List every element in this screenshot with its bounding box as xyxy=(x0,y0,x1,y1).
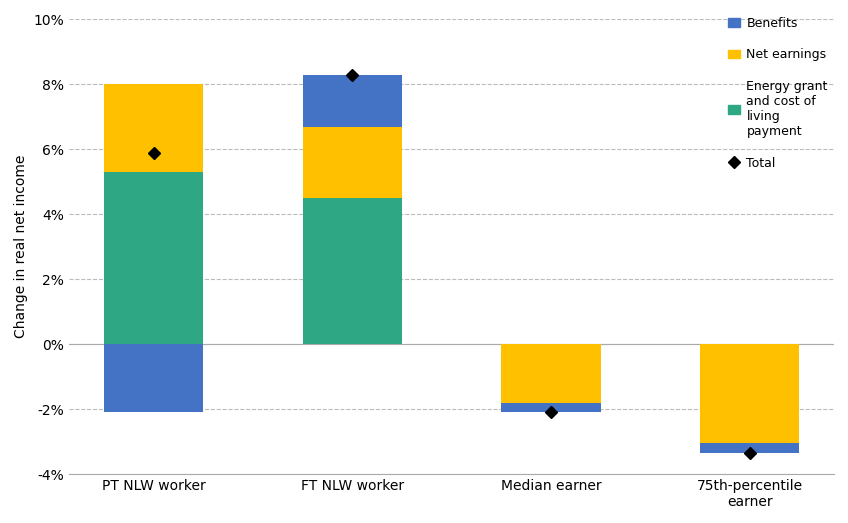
Bar xyxy=(303,127,402,198)
Y-axis label: Change in real net income: Change in real net income xyxy=(14,155,28,338)
Bar xyxy=(700,443,800,453)
Bar xyxy=(700,344,800,443)
Bar xyxy=(303,75,402,127)
Bar xyxy=(501,403,600,412)
Bar xyxy=(103,344,204,412)
Legend: Benefits, Net earnings, Energy grant
and cost of
living
payment, Total: Benefits, Net earnings, Energy grant and… xyxy=(728,17,828,170)
Bar xyxy=(303,198,402,344)
Bar xyxy=(103,84,204,172)
Bar xyxy=(103,172,204,344)
Bar xyxy=(501,344,600,403)
